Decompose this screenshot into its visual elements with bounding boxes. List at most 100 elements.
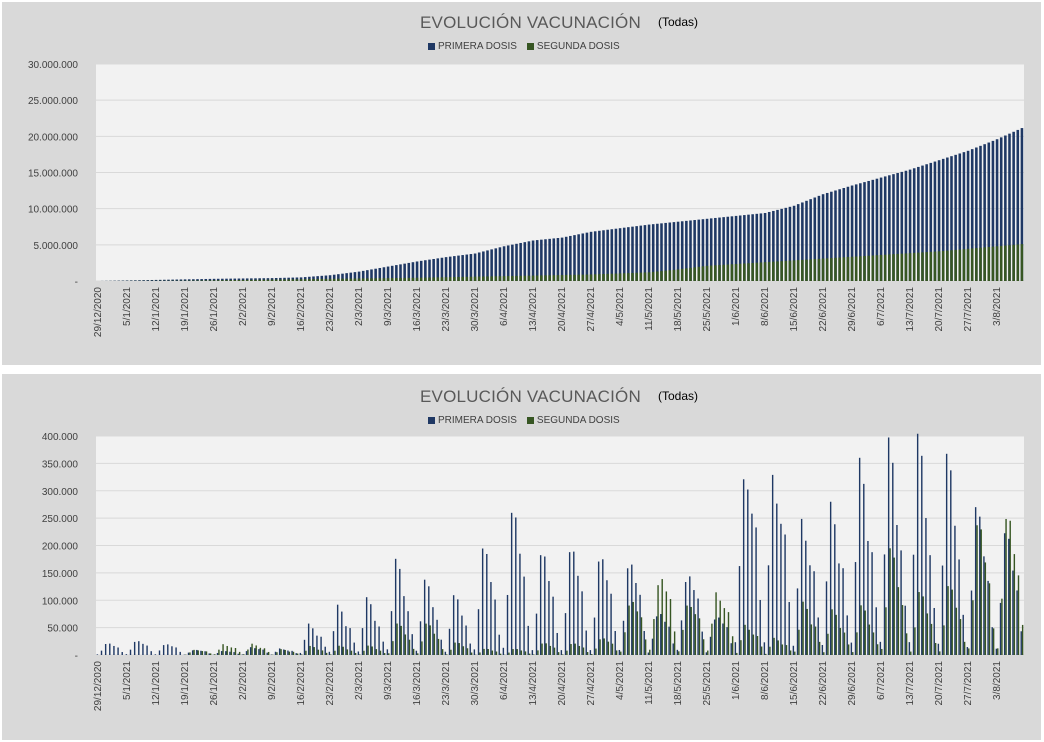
bar-primera-dosis [871, 552, 873, 655]
bar-segunda-dosis [359, 654, 361, 655]
bar-segunda-dosis [682, 629, 684, 655]
bar-primera-dosis [527, 241, 531, 281]
bar-segunda-dosis [875, 255, 879, 281]
bar-primera-dosis [751, 214, 754, 281]
bar-segunda-dosis [345, 278, 348, 281]
bar-primera-dosis [150, 279, 154, 281]
bar-primera-dosis [104, 644, 107, 655]
bar-primera-dosis [983, 556, 985, 655]
bar-primera-dosis [660, 614, 662, 655]
x-tick-label: 19/1/2021 [180, 661, 191, 706]
bar-segunda-dosis [883, 254, 887, 281]
bar-primera-dosis [1012, 570, 1014, 655]
bar-primera-dosis [734, 642, 737, 655]
bar-primera-dosis [523, 242, 527, 281]
x-tick-label: 20/7/2021 [934, 661, 945, 706]
bar-segunda-dosis [279, 279, 282, 281]
bar-segunda-dosis [378, 278, 382, 281]
bar-segunda-dosis [209, 653, 212, 655]
bar-primera-dosis [494, 599, 496, 655]
bar-segunda-dosis [734, 264, 738, 281]
bar-primera-dosis [842, 188, 846, 281]
bar-segunda-dosis [479, 652, 481, 655]
bar-segunda-dosis [490, 276, 493, 281]
bar-primera-dosis [581, 233, 585, 281]
bar-segunda-dosis [419, 277, 423, 281]
bar-primera-dosis [933, 161, 937, 281]
bar-primera-dosis [759, 213, 763, 281]
bar-primera-dosis [912, 554, 915, 655]
bar-primera-dosis [254, 278, 257, 281]
x-tick-label: 6/7/2021 [876, 661, 887, 700]
bar-primera-dosis [477, 609, 480, 655]
bar-primera-dosis [233, 278, 237, 281]
bar-segunda-dosis [495, 651, 498, 655]
bar-segunda-dosis [212, 280, 216, 281]
bar-segunda-dosis [520, 650, 523, 655]
bar-primera-dosis [929, 555, 931, 655]
bar-primera-dosis [448, 256, 452, 281]
bar-segunda-dosis [979, 247, 982, 281]
x-tick-label: 8/6/2021 [760, 287, 771, 326]
bar-primera-dosis [983, 144, 986, 281]
bar-segunda-dosis [635, 272, 638, 281]
y-tick-label: 20.000.000 [28, 132, 78, 143]
bar-primera-dosis [647, 652, 650, 655]
x-tick-label: 13/7/2021 [905, 287, 916, 332]
bar-primera-dosis [908, 642, 911, 655]
bar-segunda-dosis [656, 271, 659, 281]
bar-segunda-dosis [984, 562, 987, 655]
bar-primera-dosis [796, 204, 800, 281]
bar-segunda-dosis [843, 632, 846, 655]
bar-segunda-dosis [651, 271, 655, 281]
bar-primera-dosis [357, 271, 361, 281]
bar-segunda-dosis [748, 629, 750, 655]
bar-segunda-dosis [515, 275, 518, 281]
bar-primera-dosis [245, 651, 248, 655]
bar-segunda-dosis [200, 280, 203, 281]
bar-primera-dosis [763, 213, 767, 281]
bar-primera-dosis [780, 523, 782, 655]
bar-segunda-dosis [250, 279, 253, 281]
bar-segunda-dosis [694, 614, 697, 655]
bar-segunda-dosis [901, 605, 904, 655]
bar-primera-dosis [1008, 133, 1011, 281]
legend-label-segunda: SEGUNDA DOSIS [536, 415, 620, 426]
bar-segunda-dosis [756, 635, 759, 655]
bar-primera-dosis [233, 652, 235, 655]
bar-primera-dosis [403, 263, 406, 281]
bar-segunda-dosis [905, 633, 908, 655]
bar-segunda-dosis [498, 276, 502, 281]
bar-segunda-dosis [245, 279, 249, 281]
bar-primera-dosis [324, 275, 328, 281]
bar-primera-dosis [415, 261, 419, 281]
y-tick-label: 30.000.000 [28, 60, 78, 71]
bar-segunda-dosis [876, 644, 879, 655]
bar-primera-dosis [192, 279, 195, 281]
bar-primera-dosis [701, 631, 703, 655]
bar-primera-dosis [875, 178, 879, 281]
bar-segunda-dosis [752, 634, 755, 655]
bar-segunda-dosis [930, 623, 933, 655]
bar-primera-dosis [680, 221, 684, 281]
bar-segunda-dosis [763, 262, 767, 281]
bar-segunda-dosis [586, 652, 589, 655]
bar-segunda-dosis [424, 277, 427, 281]
x-tick-label: 2/3/2021 [354, 661, 365, 700]
bar-segunda-dosis [958, 249, 962, 281]
bar-primera-dosis [643, 630, 645, 655]
x-tick-label: 1/6/2021 [731, 661, 742, 700]
bar-primera-dosis [502, 246, 506, 281]
bar-primera-dosis [440, 257, 444, 281]
bar-segunda-dosis [723, 608, 726, 655]
bar-segunda-dosis [802, 601, 804, 655]
bar-segunda-dosis [718, 265, 721, 281]
bar-segunda-dosis [980, 529, 982, 655]
bar-primera-dosis [714, 217, 717, 281]
bar-segunda-dosis [531, 275, 535, 281]
bar-primera-dosis [535, 240, 539, 281]
bar-primera-dosis [635, 583, 637, 655]
bar-segunda-dosis [722, 264, 725, 281]
x-tick-label: 27/4/2021 [586, 661, 597, 706]
bar-segunda-dosis [266, 279, 270, 281]
